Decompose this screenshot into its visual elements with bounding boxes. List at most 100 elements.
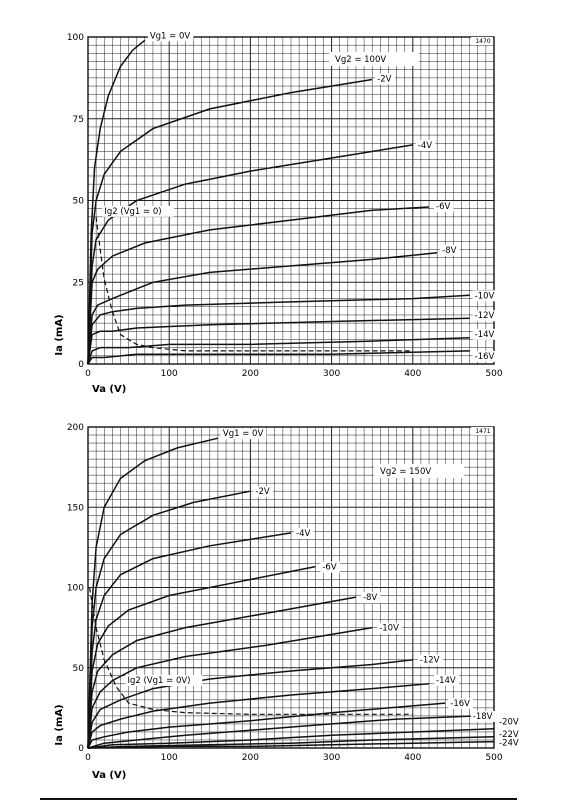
x-tick-label: 500 <box>485 753 502 763</box>
x-tick-label: 400 <box>404 369 421 379</box>
y-axis-label: Ia (mA) <box>54 704 65 745</box>
curve-label: -6V <box>436 202 450 212</box>
anode-current-curve <box>87 350 470 365</box>
plot-frame <box>87 426 495 749</box>
curve-label-bg <box>220 428 267 440</box>
curve-label: -24V <box>499 739 519 749</box>
y-tick-label: 150 <box>67 503 84 513</box>
figure-number-bg <box>471 37 493 45</box>
curve-label-bg <box>415 139 436 151</box>
curve-label: Vg1 = 0V <box>150 31 191 41</box>
figure-number-bg <box>471 427 493 435</box>
y-tick-label: 25 <box>73 278 84 288</box>
anode-current-curve <box>87 252 438 365</box>
screen-current-curve <box>95 216 413 352</box>
curve-label-bg <box>147 30 194 42</box>
curve-label: -14V <box>436 676 456 686</box>
x-tick-label: 400 <box>404 753 421 763</box>
curve-label: -14V <box>475 330 495 340</box>
curve-label-bg <box>102 205 174 217</box>
anode-current-curve <box>87 490 251 749</box>
condition-label: Vg2 = 150V <box>380 467 431 477</box>
curve-label-bg <box>472 328 498 340</box>
y-tick-label: 0 <box>78 360 84 370</box>
anode-current-curve <box>87 144 413 365</box>
condition-label: Vg2 = 100V <box>335 55 386 65</box>
anode-current-curve <box>87 532 292 749</box>
anode-current-curve <box>87 337 470 365</box>
curve-label: Vg1 = 0V <box>223 429 264 439</box>
curve-label-bg <box>377 622 402 634</box>
curve-label: -20V <box>499 718 519 728</box>
curve-label-bg <box>470 710 496 722</box>
anode-current-curve <box>87 715 478 749</box>
anode-current-curve <box>87 727 495 749</box>
anode-current-curve <box>87 596 357 749</box>
x-tick-label: 100 <box>161 753 178 763</box>
curve-label: -18V <box>473 712 493 722</box>
curve-label-bg <box>360 592 381 604</box>
plot-frame <box>87 36 495 365</box>
anode-current-curve <box>87 437 219 749</box>
curve-label: Ig2 (Vg1 = 0V) <box>127 676 190 686</box>
anode-current-curve <box>87 39 146 365</box>
curve-label: -10V <box>379 624 399 634</box>
curve-label: Ig2 (Vg1 = 0) <box>104 207 161 217</box>
chart-2 <box>87 426 522 749</box>
curve-label-bg <box>497 716 522 728</box>
chart-1 <box>87 30 498 365</box>
figure-number: 1471 <box>475 428 490 435</box>
curve-label-bg <box>320 561 340 573</box>
anode-current-curve <box>87 78 373 365</box>
anode-current-curve <box>87 740 495 749</box>
x-tick-label: 300 <box>323 753 340 763</box>
condition-label-bg <box>329 52 419 66</box>
curve-label: -6V <box>322 563 336 573</box>
curve-label-bg <box>253 486 273 498</box>
curve-label-bg <box>434 674 459 686</box>
x-axis-label: Va (V) <box>92 770 126 781</box>
screen-current-curve <box>89 587 413 715</box>
page-bottom-rule <box>40 798 517 800</box>
curve-label-bg <box>497 737 522 749</box>
x-axis-label: Va (V) <box>92 384 126 395</box>
x-tick-label: 500 <box>485 369 502 379</box>
y-tick-label: 50 <box>73 664 85 674</box>
curve-label: -12V <box>420 656 440 666</box>
curve-label: -8V <box>363 593 377 603</box>
x-tick-label: 200 <box>242 369 259 379</box>
curve-label-bg <box>375 73 395 85</box>
curve-label: -2V <box>255 487 269 497</box>
y-axis-label: Ia (mA) <box>54 314 65 355</box>
curve-label: -2V <box>377 75 391 85</box>
curve-label: -4V <box>296 529 310 539</box>
anode-current-curve <box>87 317 470 365</box>
curve-label: -16V <box>450 699 470 709</box>
curve-label: -8V <box>442 246 456 256</box>
y-tick-label: 50 <box>73 197 85 207</box>
figure-number: 1470 <box>475 38 490 45</box>
y-tick-label: 0 <box>78 744 84 754</box>
x-tick-label: 0 <box>85 369 91 379</box>
x-tick-label: 300 <box>323 369 340 379</box>
curve-label-bg <box>440 244 460 256</box>
y-tick-label: 200 <box>67 423 84 433</box>
y-tick-label: 100 <box>67 33 84 43</box>
anode-current-curve <box>87 626 373 749</box>
anode-current-curve <box>87 565 316 749</box>
curve-label-bg <box>125 675 203 687</box>
curve-label: -16V <box>475 352 495 362</box>
anode-current-curve <box>87 206 430 365</box>
curve-label-bg <box>448 698 474 710</box>
curve-label: -12V <box>475 311 495 321</box>
curve-label: -22V <box>499 730 519 740</box>
x-tick-label: 100 <box>161 369 178 379</box>
curve-label-bg <box>294 527 314 539</box>
curve-label: -10V <box>475 291 495 301</box>
condition-label-bg <box>374 464 464 478</box>
anode-current-curve <box>87 683 430 749</box>
curve-label-bg <box>417 654 443 666</box>
curve-label-bg <box>472 290 498 302</box>
anode-current-curve <box>87 294 470 365</box>
